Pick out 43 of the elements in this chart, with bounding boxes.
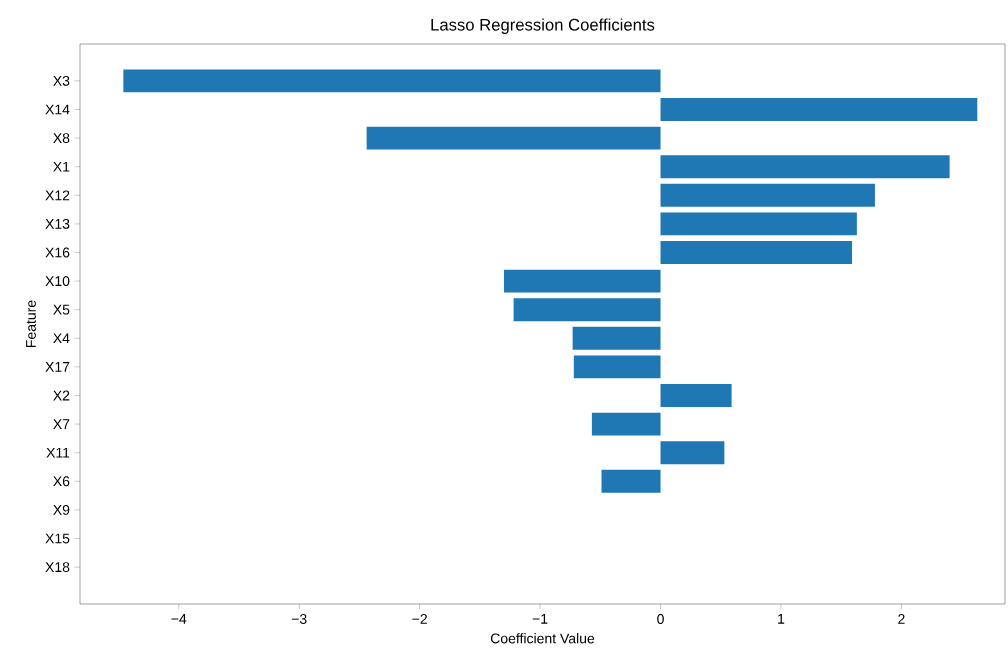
y-tick-label: X2: [53, 390, 70, 401]
y-tick-label: X3: [53, 75, 70, 86]
bar: [123, 69, 661, 93]
bar: [366, 126, 661, 150]
y-tick-label: X5: [53, 304, 70, 315]
x-tick-label: −3: [291, 614, 307, 624]
y-tick-label: X11: [46, 447, 70, 458]
y-tick-label: X4: [53, 333, 70, 344]
bar: [660, 441, 725, 465]
bar: [572, 326, 661, 350]
bar: [660, 155, 950, 179]
y-tick-label: X12: [45, 190, 70, 201]
x-tick-label: −4: [171, 614, 187, 624]
bar: [601, 469, 661, 493]
bar: [573, 355, 661, 379]
bar: [503, 269, 661, 293]
y-tick-label: X17: [45, 362, 70, 372]
y-axis-title: Feature: [26, 300, 36, 347]
y-tick-label: X7: [53, 419, 70, 429]
bar: [660, 98, 978, 121]
x-tick-label: 0: [657, 614, 664, 624]
y-tick-label: X13: [45, 218, 70, 229]
bar: [660, 384, 732, 407]
bar: [660, 212, 857, 236]
bar: [591, 412, 661, 436]
y-tick-label: X16: [45, 247, 70, 258]
x-tick-label: 2: [898, 614, 905, 624]
y-tick-label: X15: [45, 533, 70, 544]
y-tick-label: X1: [53, 161, 70, 172]
bar: [660, 183, 875, 207]
y-tick-label: X10: [45, 276, 70, 287]
chart-title: Lasso Regression Coefficients: [431, 18, 655, 34]
y-tick-label: X14: [45, 104, 70, 115]
y-tick-label: X6: [53, 476, 70, 487]
y-tick-label: X18: [45, 562, 70, 573]
x-tick-label: 1: [778, 614, 785, 624]
bar: [660, 241, 853, 264]
x-axis-title: Coefficient Value: [490, 633, 595, 644]
x-tick-label: −1: [532, 614, 548, 624]
x-tick-label: −2: [412, 614, 427, 624]
y-tick-label: X9: [53, 504, 70, 515]
bar: [513, 298, 661, 322]
y-tick-label: X8: [53, 133, 70, 144]
